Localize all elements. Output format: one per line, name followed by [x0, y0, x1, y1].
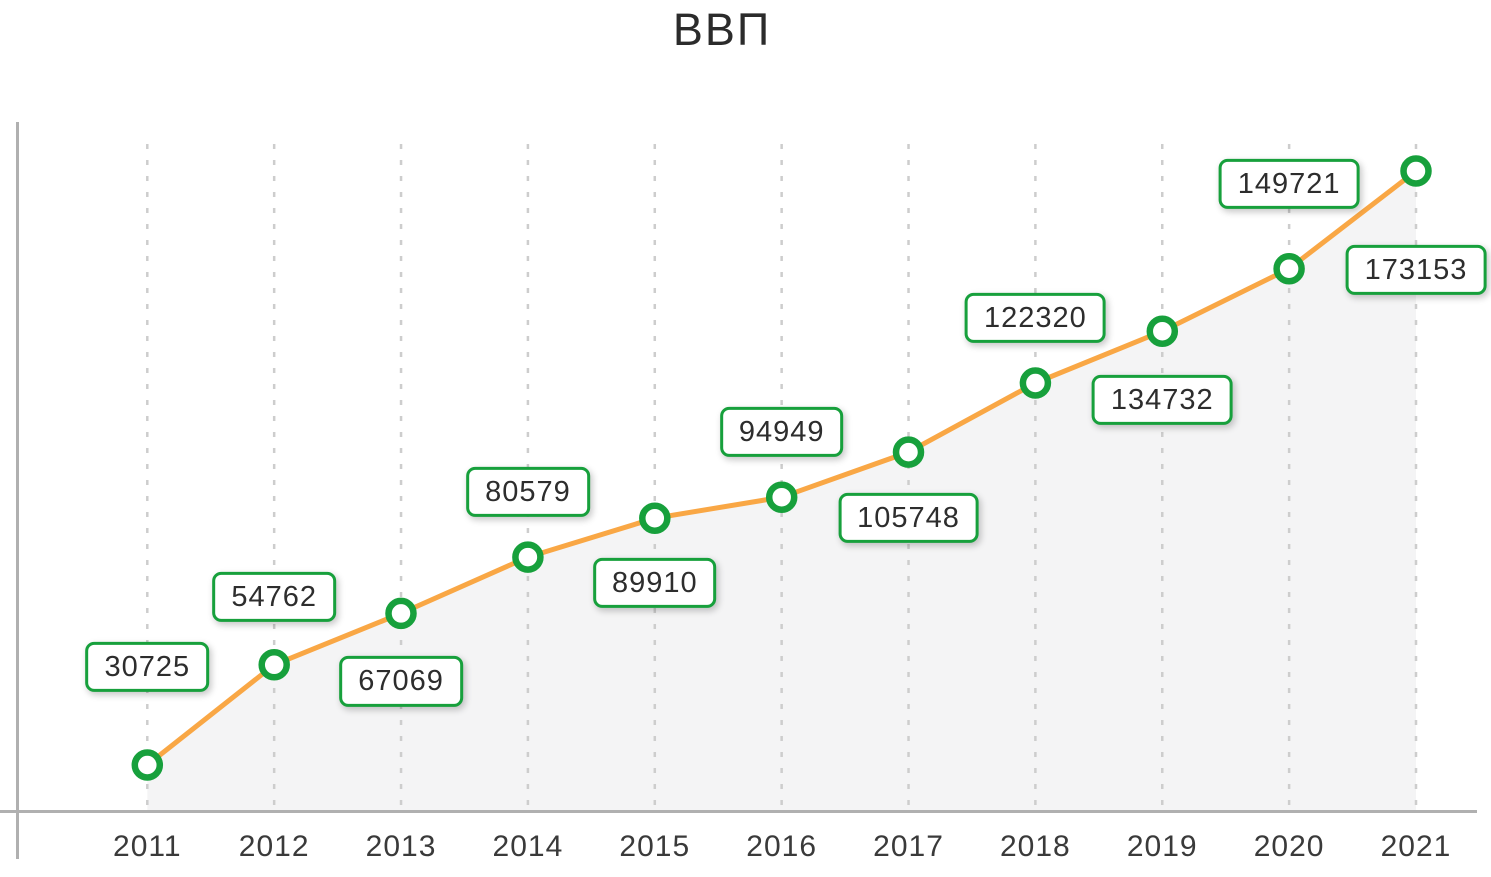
- point-label: 54762: [212, 571, 336, 622]
- data-point-marker: [1400, 155, 1432, 187]
- data-point-marker: [1273, 252, 1305, 285]
- data-point-marker: [131, 749, 164, 781]
- point-label: 89910: [592, 558, 717, 609]
- data-point-marker: [258, 649, 290, 681]
- x-tick-label: 2013: [365, 830, 437, 863]
- data-point-marker: [765, 481, 798, 513]
- x-tick-label: 2019: [1126, 830, 1198, 863]
- data-point-marker: [512, 541, 544, 573]
- data-point-marker: [639, 502, 671, 534]
- chart-title: ВВП: [672, 4, 772, 55]
- x-tick-label: 2014: [492, 830, 564, 863]
- x-tick-label: 2011: [113, 830, 182, 863]
- data-point-marker: [385, 597, 417, 630]
- point-label: 94949: [719, 407, 844, 458]
- x-tick-label: 2017: [873, 830, 944, 863]
- point-label: 149721: [1218, 158, 1360, 209]
- point-label: 30725: [85, 641, 210, 693]
- x-tick-label: 2016: [746, 830, 818, 863]
- x-tick-label: 2018: [1000, 830, 1071, 863]
- point-label: 134732: [1091, 375, 1233, 426]
- point-label: 105748: [838, 492, 979, 544]
- data-point-marker: [892, 436, 925, 468]
- point-label: 67069: [339, 656, 463, 707]
- data-point-marker: [1019, 367, 1052, 399]
- point-label: 173153: [1345, 244, 1487, 296]
- x-tick-label: 2020: [1253, 830, 1325, 863]
- data-point-marker: [1146, 315, 1179, 347]
- x-tick-label: 2015: [619, 830, 691, 863]
- x-tick-label: 2021: [1380, 830, 1452, 863]
- point-label: 80579: [466, 466, 590, 518]
- area-fill: [147, 171, 1416, 811]
- x-tick-label: 2012: [238, 830, 310, 863]
- point-label: 122320: [964, 292, 1106, 344]
